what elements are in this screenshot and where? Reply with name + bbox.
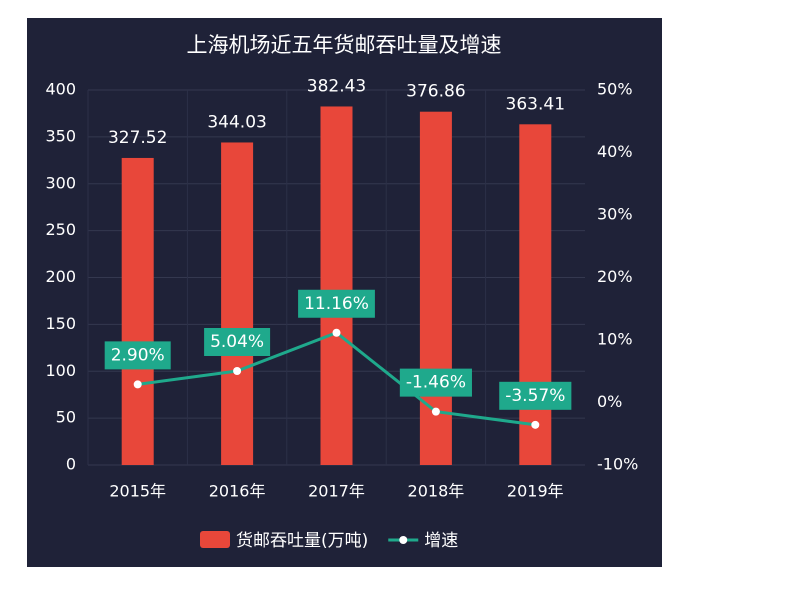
line-value-label: -1.46% bbox=[406, 373, 466, 393]
legend-swatch bbox=[200, 531, 230, 548]
y2-tick-label: 50% bbox=[597, 80, 633, 99]
value-label-box bbox=[499, 381, 572, 410]
y-tick-label: 350 bbox=[45, 126, 76, 145]
bar bbox=[221, 142, 254, 466]
bar bbox=[419, 111, 452, 465]
value-label-box bbox=[104, 341, 171, 370]
line-value-label: 2.90% bbox=[111, 345, 165, 365]
line-value-label: 11.16% bbox=[304, 294, 369, 314]
y-tick-label: 0 bbox=[66, 455, 76, 474]
bar-value-label: 376.86 bbox=[406, 82, 465, 102]
y-tick-label: 100 bbox=[45, 361, 76, 380]
value-label-box bbox=[204, 328, 271, 356]
bar bbox=[519, 124, 552, 465]
bar bbox=[320, 106, 353, 466]
line-point bbox=[531, 420, 540, 429]
y2-tick-label: 40% bbox=[597, 142, 633, 161]
value-label-box bbox=[298, 289, 375, 318]
y2-tick-label: -10% bbox=[597, 455, 638, 474]
bar-value-label: 344.03 bbox=[207, 112, 266, 132]
y2-tick-label: 10% bbox=[597, 330, 633, 349]
y-tick-label: 150 bbox=[45, 314, 76, 333]
y2-tick-label: 20% bbox=[597, 267, 633, 286]
x-tick-label: 2018年 bbox=[408, 482, 465, 501]
bar-value-label: 363.41 bbox=[506, 94, 565, 114]
y-tick-label: 50 bbox=[56, 408, 76, 427]
y2-tick-label: 0% bbox=[597, 392, 622, 411]
legend-label: 增速 bbox=[424, 531, 458, 551]
legend-label: 货邮吞吐量(万吨) bbox=[236, 531, 368, 551]
x-tick-label: 2015年 bbox=[109, 482, 166, 501]
chart-title: 上海机场近五年货邮吞吐量及增速 bbox=[187, 33, 502, 57]
y-tick-label: 250 bbox=[45, 220, 76, 239]
value-label-box bbox=[399, 368, 472, 397]
line-point bbox=[133, 380, 142, 389]
line-value-label: -3.57% bbox=[505, 386, 565, 406]
y2-tick-label: 30% bbox=[597, 205, 633, 224]
line-point bbox=[431, 407, 440, 416]
y-tick-label: 300 bbox=[45, 173, 76, 192]
y-tick-label: 200 bbox=[45, 267, 76, 286]
x-tick-label: 2019年 bbox=[507, 482, 564, 501]
x-tick-label: 2016年 bbox=[209, 482, 266, 501]
x-tick-label: 2017年 bbox=[308, 482, 365, 501]
line-point bbox=[233, 367, 242, 375]
legend-swatch bbox=[399, 536, 408, 544]
bar-value-label: 327.52 bbox=[108, 128, 167, 148]
y-tick-label: 400 bbox=[45, 80, 76, 99]
line-point bbox=[332, 328, 341, 337]
bar-value-label: 382.43 bbox=[307, 76, 366, 96]
line-value-label: 5.04% bbox=[210, 332, 264, 352]
bar bbox=[121, 157, 154, 465]
